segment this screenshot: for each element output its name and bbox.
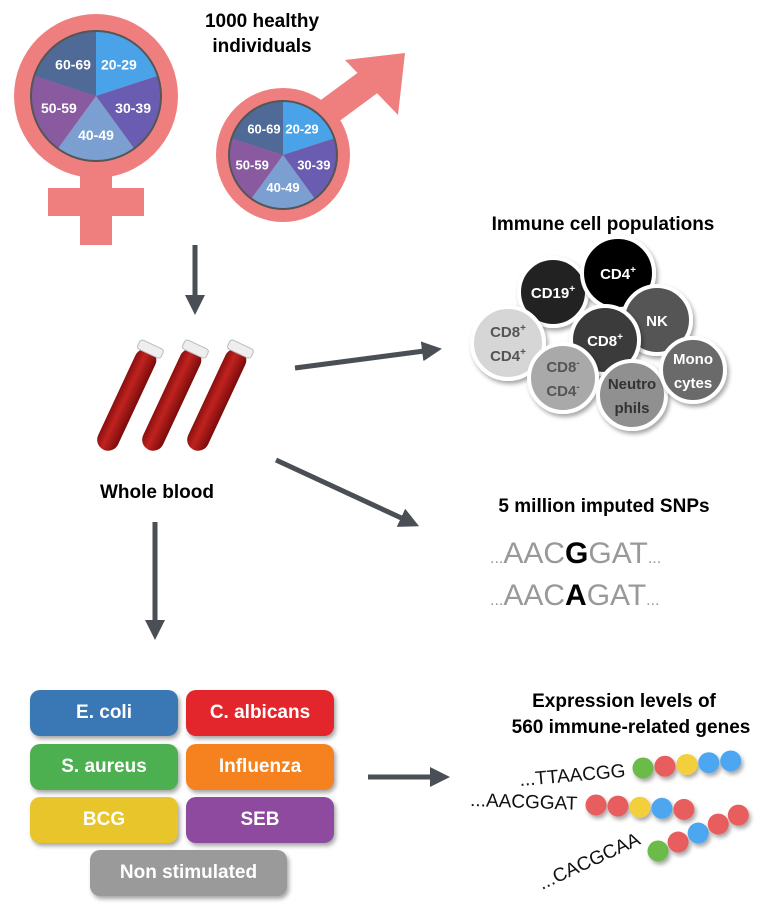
svg-text:NK: NK [646, 313, 668, 330]
pie-slice-30-39 [96, 75, 162, 149]
stimulus-c-albicans: C. albicans [186, 690, 334, 736]
arrow-to-snps [274, 457, 420, 527]
expression-beads [585, 750, 749, 862]
gene-seq-1: ...TTAACGG [519, 761, 627, 791]
arrows [145, 245, 450, 787]
bead-red [654, 755, 676, 777]
stimulus-s-aureus: S. aureus [30, 744, 178, 790]
age-label: 30-39 [115, 100, 151, 116]
bead-red [667, 831, 689, 853]
snp2: A [565, 579, 587, 612]
age-label: 50-59 [236, 158, 269, 173]
cell-cd19: CD19+ [517, 256, 589, 328]
immune-title: Immune cell populations [492, 214, 715, 235]
age-label: 30-39 [297, 158, 330, 173]
male-symbol: 20-29 30-39 40-49 50-59 60-69 [216, 53, 405, 222]
bead-red [727, 804, 749, 826]
pie-slice-40-49 [251, 155, 315, 210]
expression-sequences: ...TTAACGG ...AACGGAT ...CACGCAA [470, 761, 644, 895]
age-label: 40-49 [266, 180, 299, 195]
svg-text:phils: phils [614, 400, 649, 417]
seq1-pre: AAC [503, 537, 565, 570]
snp-sequences: ...AACGGAT... ...AACAGAT... [490, 537, 661, 612]
cell-neutrophils: Neutro phils [596, 359, 668, 431]
svg-text:CD8-: CD8- [546, 358, 579, 376]
pie-slice-50-59 [30, 75, 96, 149]
pie-slice-20-29 [283, 101, 335, 155]
blood-tubes-icon [97, 339, 254, 451]
title-line1: 1000 healthy [205, 11, 319, 32]
svg-text:CD19+: CD19+ [531, 284, 575, 302]
svg-text:CD4+: CD4+ [600, 265, 636, 283]
title-line2: individuals [212, 36, 311, 57]
svg-text:...AACAGAT...: ...AACAGAT... [490, 579, 660, 612]
bead-blue [651, 797, 673, 819]
svg-text:Neutro: Neutro [608, 376, 656, 393]
pie-slice-30-39 [283, 138, 337, 199]
bead-red [585, 794, 607, 816]
stimulus-influenza: Influenza [186, 744, 334, 790]
svg-text:CD4-: CD4- [546, 382, 579, 400]
pie-slice-60-69 [34, 31, 96, 96]
pie-slice-50-59 [229, 138, 283, 199]
age-label: 40-49 [78, 127, 114, 143]
expression-title-2: 560 immune-related genes [512, 717, 751, 738]
bead-red [607, 795, 629, 817]
svg-text:cytes: cytes [674, 375, 712, 392]
bead-green [632, 757, 654, 779]
bead-yellow [676, 753, 698, 775]
arrow-to-cells [294, 341, 442, 371]
stimulus-e-coli: E. coli [30, 690, 178, 736]
stimulus-non-stimulated: Non stimulated [90, 850, 287, 896]
expression-title-1: Expression levels of [532, 691, 716, 712]
age-label: 20-29 [101, 56, 137, 72]
bead-green [647, 840, 669, 862]
pie-slice-20-29 [96, 31, 158, 96]
bead-red [673, 798, 695, 820]
cell-cd8cd4: CD8- CD4- [527, 342, 599, 414]
age-label: 60-69 [247, 121, 280, 136]
immune-cells: CD19+ CD4+ NK CD8+ CD4+ CD8+ CD8- CD4- Neutro phi… [470, 235, 727, 431]
whole-blood-label: Whole blood [100, 482, 214, 503]
svg-text:CD4+: CD4+ [490, 347, 526, 365]
cell-monocytes: Mono cytes [659, 336, 727, 404]
svg-text:CD8+: CD8+ [490, 323, 526, 341]
age-label: 20-29 [285, 121, 318, 136]
stimulus-bcg: BCG [30, 797, 178, 843]
snp1: G [565, 537, 588, 570]
svg-text:Mono: Mono [673, 351, 713, 368]
pie-slice-40-49 [57, 96, 135, 162]
snps-title: 5 million imputed SNPs [498, 496, 709, 517]
bead-blue [687, 822, 709, 844]
age-label: 60-69 [55, 56, 91, 72]
svg-text:CD8+: CD8+ [587, 332, 623, 350]
gene-seq-2: ...AACGGAT [470, 790, 578, 815]
bead-blue [698, 752, 720, 774]
age-label: 50-59 [41, 100, 77, 116]
bead-red [707, 813, 729, 835]
pie-slice-60-69 [231, 101, 283, 155]
svg-text:...AACGGAT...: ...AACGGAT... [490, 537, 661, 570]
stimulus-seb: SEB [186, 797, 334, 843]
gene-seq-3: ...CACGCAA [535, 829, 644, 895]
seq2-pre: AAC [503, 579, 565, 612]
bead-blue [720, 750, 742, 772]
cell-cd8cd4: CD8+ CD4+ [470, 305, 546, 381]
bead-yellow [629, 796, 651, 818]
